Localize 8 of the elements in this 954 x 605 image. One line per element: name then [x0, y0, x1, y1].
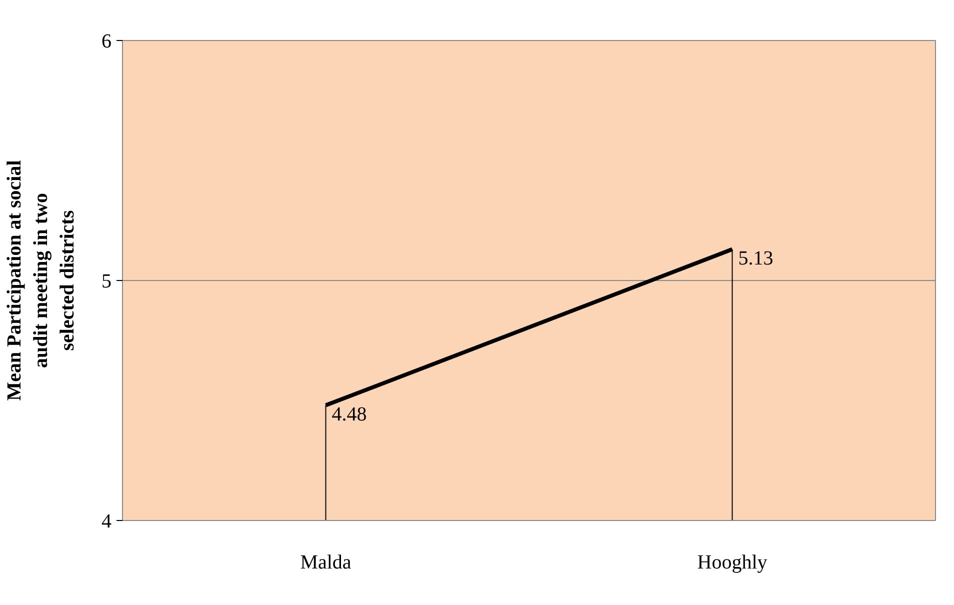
data-label: 5.13	[738, 247, 774, 270]
x-tick-label: Malda	[300, 552, 352, 574]
y-tick-label: 6	[102, 30, 112, 52]
x-tick-label: Hooghly	[697, 552, 768, 574]
data-label: 4.48	[332, 403, 367, 426]
y-tick-label: 5	[102, 270, 112, 292]
y-tick-label: 4	[102, 510, 112, 532]
y-axis-title: Mean Participation at social audit meeting in two selected districts	[4, 160, 78, 401]
